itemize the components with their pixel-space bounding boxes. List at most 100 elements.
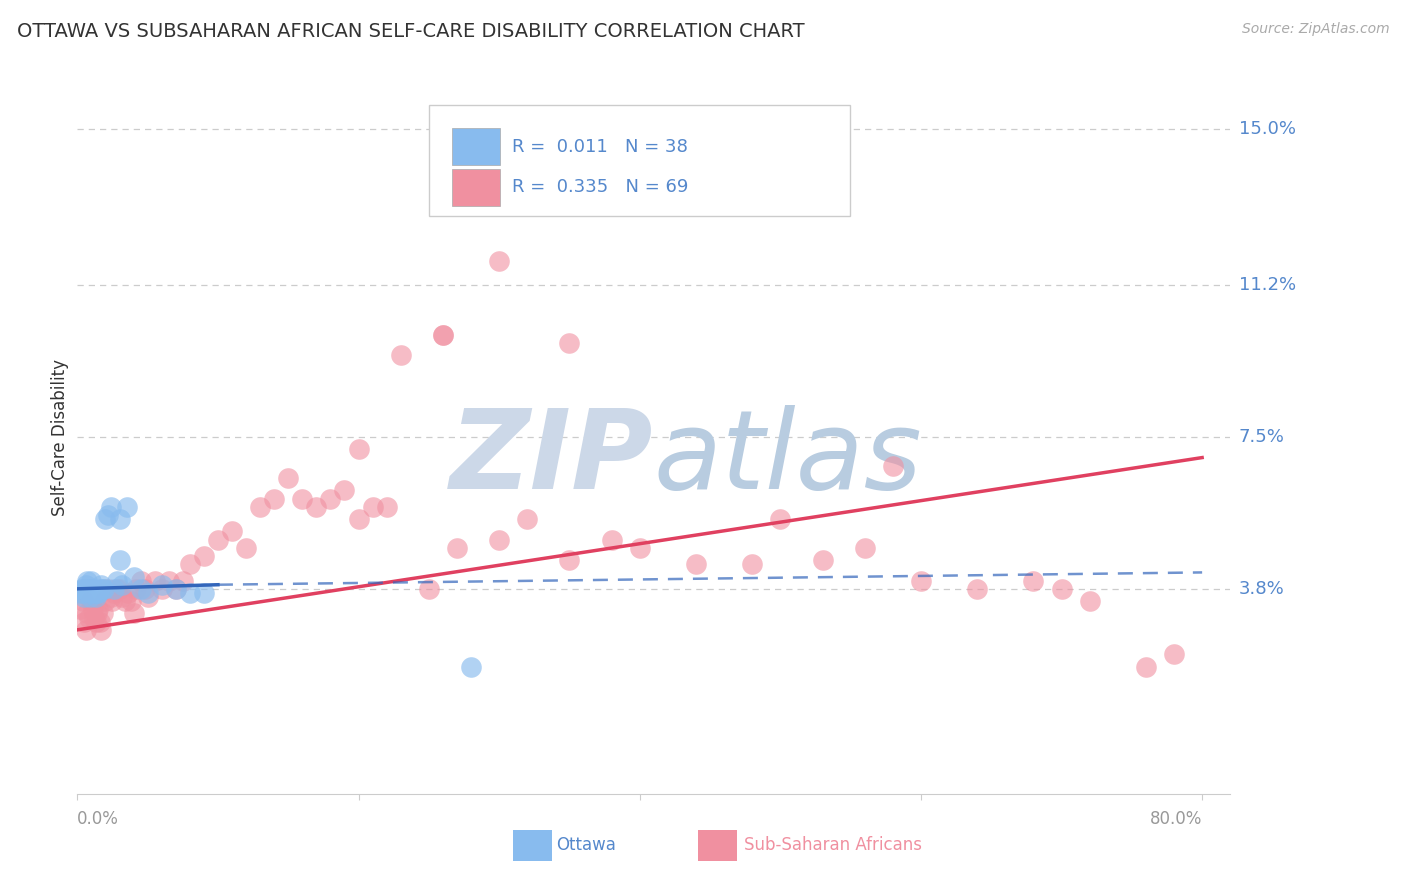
Point bbox=[83, 586, 105, 600]
Point bbox=[77, 582, 100, 596]
Point bbox=[129, 582, 152, 596]
Point bbox=[600, 533, 623, 547]
Point bbox=[446, 541, 468, 555]
Point bbox=[249, 500, 271, 514]
Point bbox=[150, 578, 173, 592]
Text: Ottawa: Ottawa bbox=[555, 837, 616, 855]
Text: 7.5%: 7.5% bbox=[1239, 428, 1285, 446]
Point bbox=[82, 602, 104, 616]
Point bbox=[136, 586, 159, 600]
Point bbox=[69, 602, 91, 616]
Point bbox=[179, 558, 201, 572]
Point bbox=[80, 594, 103, 608]
Point bbox=[83, 610, 105, 624]
Point bbox=[97, 508, 120, 522]
Point bbox=[558, 335, 581, 350]
Point bbox=[100, 590, 122, 604]
Point bbox=[87, 586, 110, 600]
Point bbox=[122, 607, 145, 621]
Point bbox=[193, 549, 215, 563]
Point bbox=[89, 582, 111, 596]
Point bbox=[97, 582, 120, 596]
Point bbox=[100, 500, 122, 514]
Point bbox=[165, 582, 187, 596]
Point bbox=[84, 615, 107, 629]
Point bbox=[125, 582, 148, 596]
Text: 80.0%: 80.0% bbox=[1150, 810, 1202, 829]
Point bbox=[1022, 574, 1045, 588]
Point bbox=[111, 578, 134, 592]
Text: 0.0%: 0.0% bbox=[77, 810, 120, 829]
Point bbox=[811, 553, 834, 567]
Point bbox=[769, 512, 792, 526]
FancyBboxPatch shape bbox=[513, 830, 553, 861]
Point bbox=[221, 524, 243, 539]
Text: R =  0.011   N = 38: R = 0.011 N = 38 bbox=[512, 137, 688, 155]
FancyBboxPatch shape bbox=[453, 169, 501, 206]
Point bbox=[91, 582, 114, 596]
FancyBboxPatch shape bbox=[429, 105, 849, 216]
Text: R =  0.335   N = 69: R = 0.335 N = 69 bbox=[512, 178, 689, 196]
Point bbox=[105, 574, 128, 588]
Point bbox=[105, 582, 128, 596]
Point bbox=[108, 582, 131, 596]
Point bbox=[73, 582, 96, 596]
Point bbox=[1078, 594, 1101, 608]
Point bbox=[86, 607, 108, 621]
FancyBboxPatch shape bbox=[697, 830, 737, 861]
Point bbox=[77, 610, 100, 624]
Point bbox=[80, 574, 103, 588]
Point bbox=[277, 471, 299, 485]
Point bbox=[1163, 648, 1185, 662]
Point bbox=[1050, 582, 1073, 596]
Point bbox=[165, 582, 187, 596]
Point bbox=[72, 594, 94, 608]
Point bbox=[80, 582, 103, 596]
Point bbox=[157, 574, 180, 588]
Point bbox=[172, 574, 194, 588]
Point bbox=[103, 586, 125, 600]
Point bbox=[235, 541, 257, 555]
Text: OTTAWA VS SUBSAHARAN AFRICAN SELF-CARE DISABILITY CORRELATION CHART: OTTAWA VS SUBSAHARAN AFRICAN SELF-CARE D… bbox=[17, 22, 804, 41]
Point bbox=[207, 533, 229, 547]
FancyBboxPatch shape bbox=[453, 128, 501, 165]
Point bbox=[114, 594, 136, 608]
Point bbox=[82, 582, 104, 596]
Point bbox=[108, 512, 131, 526]
Point bbox=[91, 607, 114, 621]
Point bbox=[361, 500, 384, 514]
Point bbox=[291, 491, 314, 506]
Point bbox=[73, 590, 96, 604]
Point bbox=[86, 586, 108, 600]
Text: Sub-Saharan Africans: Sub-Saharan Africans bbox=[744, 837, 922, 855]
Point bbox=[685, 558, 707, 572]
Point bbox=[111, 590, 134, 604]
Y-axis label: Self-Care Disability: Self-Care Disability bbox=[51, 359, 69, 516]
Point bbox=[76, 607, 98, 621]
Point bbox=[418, 582, 440, 596]
Point bbox=[90, 623, 112, 637]
Point bbox=[143, 574, 166, 588]
Point bbox=[432, 327, 454, 342]
Point bbox=[73, 615, 96, 629]
Point bbox=[179, 586, 201, 600]
Point bbox=[150, 582, 173, 596]
Point bbox=[389, 348, 412, 362]
Point bbox=[319, 491, 342, 506]
Point bbox=[108, 553, 131, 567]
Point bbox=[87, 602, 110, 616]
Point bbox=[966, 582, 988, 596]
Point bbox=[94, 594, 117, 608]
Point bbox=[103, 582, 125, 596]
Point bbox=[75, 623, 97, 637]
Point bbox=[333, 483, 356, 498]
Point bbox=[558, 553, 581, 567]
Point bbox=[432, 327, 454, 342]
Point bbox=[628, 541, 651, 555]
Point bbox=[76, 574, 98, 588]
Point bbox=[120, 594, 142, 608]
Point bbox=[516, 512, 538, 526]
Point bbox=[89, 615, 111, 629]
Point bbox=[460, 659, 482, 673]
Text: 3.8%: 3.8% bbox=[1239, 580, 1285, 598]
